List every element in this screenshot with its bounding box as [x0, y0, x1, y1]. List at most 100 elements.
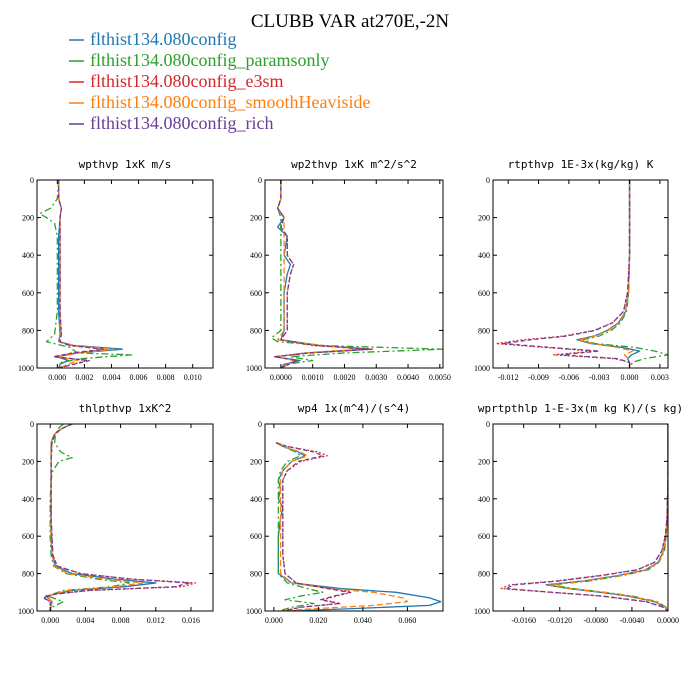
- y-tick-label: 1000: [246, 607, 262, 616]
- y-tick-label: 1000: [474, 364, 490, 373]
- y-tick-label: 600: [250, 532, 262, 541]
- panel-title: rtpthvp 1E-3x(kg/kg) K: [508, 158, 654, 171]
- y-tick-label: 800: [250, 326, 262, 335]
- x-tick-label: -0.0160: [511, 616, 536, 625]
- y-tick-label: 1000: [18, 364, 34, 373]
- series-line: [56, 180, 123, 368]
- x-tick-label: 0.006: [130, 373, 148, 382]
- series-line: [39, 180, 133, 368]
- y-tick-label: 800: [22, 326, 34, 335]
- y-tick-label: 400: [478, 495, 490, 504]
- series-line: [275, 442, 324, 611]
- series-line: [576, 180, 641, 368]
- legend-label: flthist134.080config_e3sm: [90, 71, 283, 91]
- x-tick-label: 0.040: [354, 616, 372, 625]
- y-tick-label: 400: [250, 251, 262, 260]
- series-line: [273, 180, 371, 368]
- y-tick-label: 400: [250, 495, 262, 504]
- series-line: [502, 180, 631, 368]
- x-tick-label: 0.010: [184, 373, 202, 382]
- x-tick-label: 0.0000: [657, 616, 679, 625]
- y-tick-label: 600: [250, 289, 262, 298]
- panel-1: wpthvp 1xK m/s 0 200 400 600 800 1000 0.000 0.00…: [18, 158, 214, 382]
- y-tick-label: 200: [250, 214, 262, 223]
- panel-4: thlpthvp 1xK^2 0 200 400 600 800 1000 0.000 0.00…: [18, 402, 214, 625]
- series-group: [42, 424, 197, 611]
- y-tick-label: 0: [258, 176, 262, 185]
- y-tick-label: 200: [22, 457, 34, 466]
- x-tick-label: -0.0040: [620, 616, 645, 625]
- x-tick-label: -0.0080: [583, 616, 608, 625]
- x-tick-label: 0.0050: [429, 373, 451, 382]
- x-tick-label: 0.060: [398, 616, 416, 625]
- series-line: [273, 180, 374, 368]
- plot-frame: [492, 423, 669, 612]
- x-tick-label: 0.0010: [302, 373, 324, 382]
- x-tick-label: 0.0030: [365, 373, 387, 382]
- y-tick-label: 600: [478, 532, 490, 541]
- legend-label: flthist134.080config_paramsonly: [90, 50, 329, 70]
- series-line: [582, 180, 668, 368]
- plot-frame: [36, 179, 214, 369]
- x-tick-label: 0.000: [265, 616, 283, 625]
- series-line: [52, 180, 104, 368]
- series-line: [500, 424, 668, 611]
- series-group: [275, 442, 442, 611]
- x-tick-label: 0.008: [157, 373, 175, 382]
- legend-label: flthist134.080config_smoothHeaviside: [90, 92, 370, 112]
- y-tick-label: 200: [250, 457, 262, 466]
- panel-title: wp2thvp 1xK m^2/s^2: [291, 158, 417, 171]
- y-tick-label: 600: [22, 289, 34, 298]
- series-line: [551, 424, 668, 611]
- panel-title: wp4 1x(m^4)/(s^4): [298, 402, 411, 415]
- series-line: [504, 424, 668, 611]
- series-line: [578, 180, 634, 368]
- y-tick-label: 800: [478, 326, 490, 335]
- y-tick-label: 1000: [18, 607, 34, 616]
- x-tick-label: 0.0020: [333, 373, 355, 382]
- series-line: [42, 424, 197, 611]
- series-line: [43, 424, 190, 611]
- x-tick-label: 0.0040: [397, 373, 419, 382]
- legend-label: flthist134.080config: [90, 29, 237, 49]
- x-tick-label: 0.0000: [270, 373, 292, 382]
- y-tick-label: 600: [478, 289, 490, 298]
- y-tick-label: 800: [250, 570, 262, 579]
- series-group: [270, 180, 443, 368]
- y-tick-label: 0: [258, 420, 262, 429]
- series-line: [275, 442, 442, 611]
- plot-frame: [264, 179, 444, 369]
- panel-title: wprtpthlp 1-E-3x(m kg K)/(s kg): [478, 402, 683, 415]
- x-tick-label: 0.000: [48, 373, 66, 382]
- series-line: [277, 180, 362, 368]
- y-tick-label: 0: [486, 176, 490, 185]
- y-tick-label: 400: [478, 251, 490, 260]
- legend: flthist134.080configflthist134.080config…: [69, 29, 370, 133]
- series-line: [270, 180, 443, 368]
- x-tick-label: -0.009: [528, 373, 549, 382]
- series-line: [275, 442, 351, 611]
- y-tick-label: 200: [478, 457, 490, 466]
- legend-label: flthist134.080config_rich: [90, 113, 273, 133]
- x-tick-label: 0.020: [309, 616, 327, 625]
- series-group: [39, 180, 133, 368]
- y-tick-label: 400: [22, 495, 34, 504]
- x-tick-label: 0.008: [112, 616, 130, 625]
- y-tick-label: 0: [30, 420, 34, 429]
- plot-frame: [36, 423, 214, 612]
- x-tick-label: -0.006: [559, 373, 580, 382]
- series-line: [495, 180, 631, 368]
- panel-6: wprtpthlp 1-E-3x(m kg K)/(s kg) 0 200 400 60…: [474, 402, 683, 625]
- x-tick-label: 0.000: [41, 616, 59, 625]
- y-tick-label: 200: [22, 214, 34, 223]
- panel-title: wpthvp 1xK m/s: [79, 158, 172, 171]
- x-tick-label: 0.002: [75, 373, 93, 382]
- y-tick-label: 600: [22, 532, 34, 541]
- y-tick-label: 1000: [474, 607, 490, 616]
- x-tick-label: 0.016: [182, 616, 200, 625]
- x-tick-label: 0.003: [651, 373, 669, 382]
- plot-frame: [264, 423, 444, 612]
